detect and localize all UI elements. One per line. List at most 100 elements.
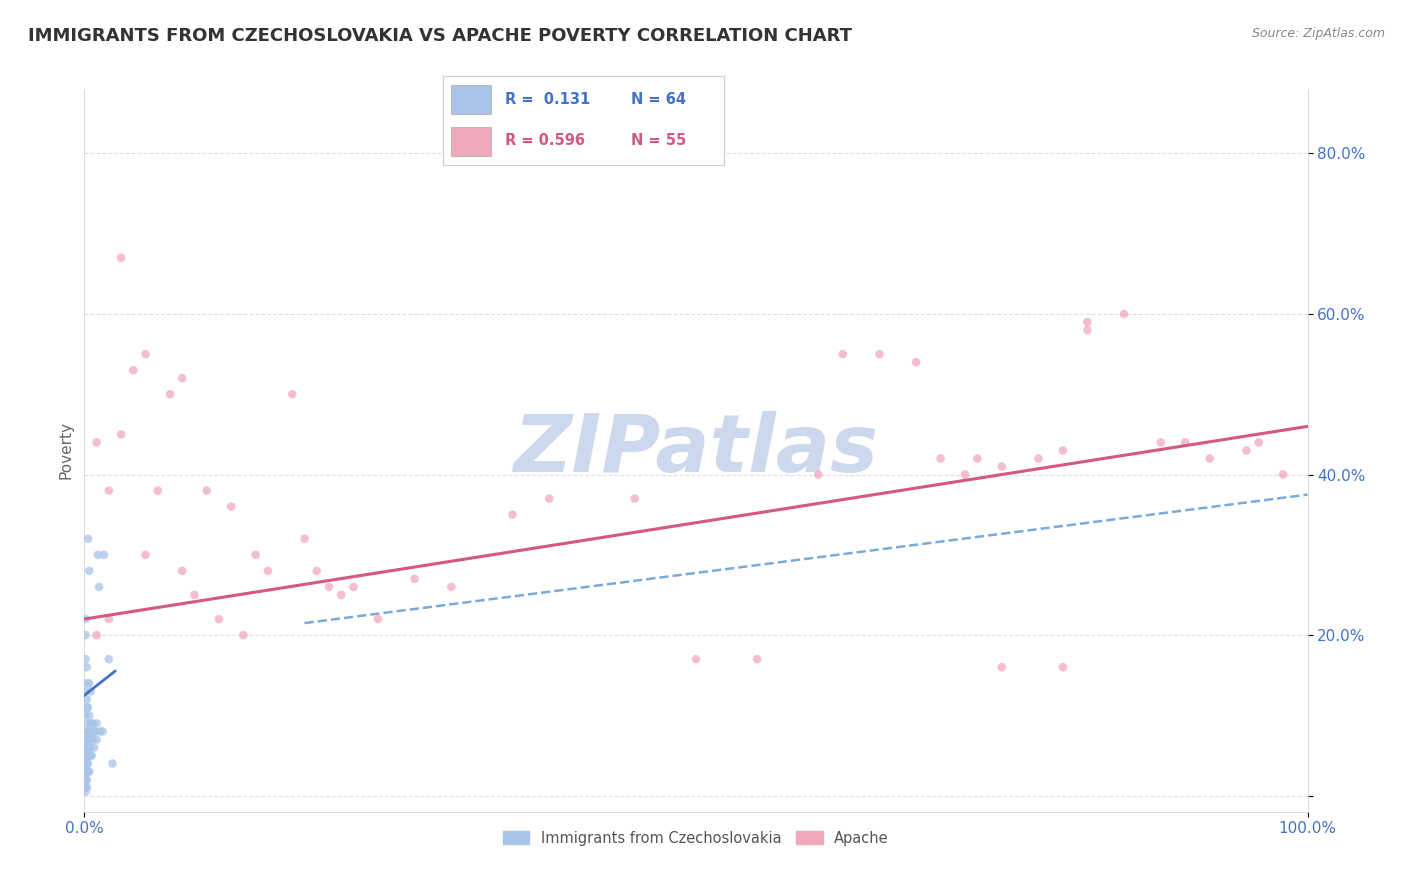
Point [232,628,254,642]
Point [1150,435,1173,450]
Point [77,732,100,747]
Point [79,724,101,739]
Point [367,612,389,626]
Point [76,740,98,755]
Point [77,676,100,690]
Point [75,740,97,755]
Point [75,628,97,642]
Point [159,387,181,401]
Point [87,548,110,562]
Point [1174,435,1197,450]
Point [1052,443,1074,458]
Point [75,708,97,723]
Text: IMMIGRANTS FROM CZECHOSLOVAKIA VS APACHE POVERTY CORRELATION CHART: IMMIGRANTS FROM CZECHOSLOVAKIA VS APACHE… [28,27,852,45]
Point [101,756,124,771]
Point [624,491,647,506]
Point [76,700,98,714]
Point [79,716,101,731]
Point [86,716,108,731]
Point [219,500,242,514]
Point [77,724,100,739]
Text: R =  0.131: R = 0.131 [505,92,591,106]
Point [135,548,157,562]
Point [208,612,231,626]
Point [685,652,707,666]
Point [75,612,97,626]
Point [77,564,100,578]
Point [747,652,769,666]
Point [77,740,100,755]
Point [404,572,426,586]
Point [83,724,105,739]
Point [75,748,97,763]
Text: N = 55: N = 55 [631,134,686,148]
Point [77,764,100,779]
Text: Source: ZipAtlas.com: Source: ZipAtlas.com [1251,27,1385,40]
Point [502,508,524,522]
Point [122,363,145,377]
Point [991,459,1014,474]
Point [183,588,205,602]
Point [82,732,104,747]
Point [1052,660,1074,674]
Point [1198,451,1220,466]
Point [76,780,98,795]
Point [1076,323,1098,337]
Point [87,580,110,594]
Legend: Immigrants from Czechoslovakia, Apache: Immigrants from Czechoslovakia, Apache [498,825,894,851]
Point [76,756,98,771]
Point [172,371,194,385]
Point [77,532,100,546]
Point [294,532,316,546]
Point [83,740,105,755]
Point [195,483,218,498]
Point [245,548,267,562]
FancyBboxPatch shape [451,127,491,156]
Point [76,732,98,747]
Point [82,716,104,731]
Point [1236,443,1258,458]
Point [86,628,108,642]
Point [953,467,976,482]
Point [77,764,100,779]
Point [342,580,364,594]
Point [146,483,169,498]
Point [966,451,988,466]
Point [77,724,100,739]
Point [905,355,928,369]
Point [869,347,891,361]
Point [76,772,98,787]
FancyBboxPatch shape [451,85,491,114]
Text: N = 64: N = 64 [631,92,686,106]
Point [807,467,830,482]
Point [86,732,108,747]
Point [75,780,97,795]
Point [75,776,97,791]
Point [80,748,103,763]
Text: ZIPatlas: ZIPatlas [513,411,879,490]
Point [97,483,120,498]
Point [110,251,132,265]
Point [75,724,97,739]
Point [172,564,194,578]
Point [1114,307,1136,321]
Point [77,740,100,755]
Point [257,564,280,578]
Point [76,676,98,690]
Point [80,732,103,747]
Point [77,756,100,771]
Point [91,724,114,739]
Point [281,387,304,401]
Point [93,548,115,562]
Point [76,660,98,674]
Point [1272,467,1295,482]
Text: R = 0.596: R = 0.596 [505,134,585,148]
Point [75,785,97,799]
Point [929,451,952,466]
Point [1028,451,1050,466]
Point [76,748,98,763]
Point [75,684,97,698]
Point [831,347,853,361]
Point [77,708,100,723]
Point [75,756,97,771]
